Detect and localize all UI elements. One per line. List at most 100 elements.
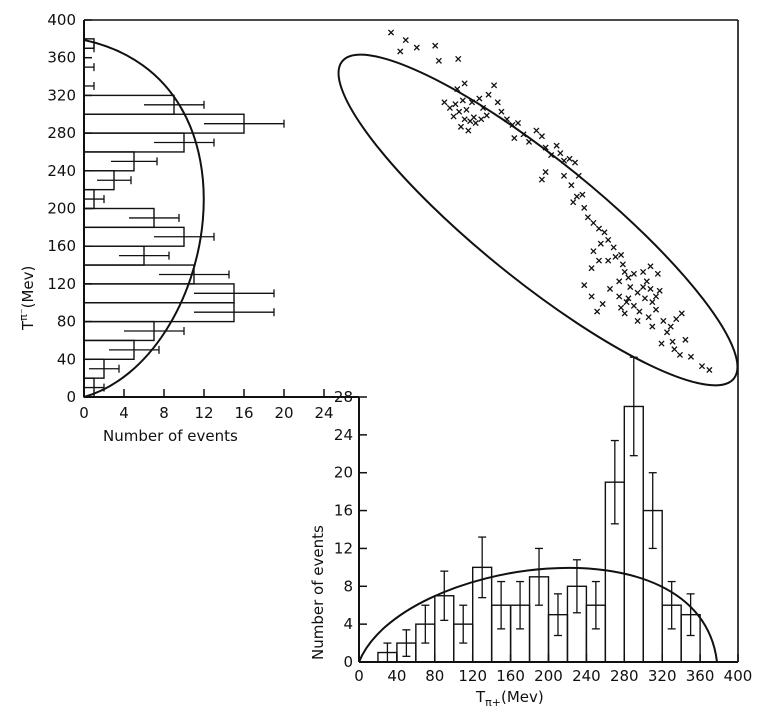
bottom-x-tick-label-240: 240 — [572, 667, 601, 685]
dalitz-point-stroke — [617, 251, 625, 259]
dalitz-point-stroke — [647, 285, 654, 292]
dalitz-point-stroke — [588, 265, 595, 272]
dalitz-point — [601, 229, 608, 236]
bottom-x-tick-label-80: 80 — [425, 667, 444, 685]
dalitz-point-stroke — [465, 127, 472, 134]
dalitz-point-stroke — [566, 155, 573, 162]
bottom-x-tick-label-120: 120 — [458, 667, 487, 685]
dalitz-point — [595, 225, 603, 232]
bottom-x-tick-label-0: 0 — [354, 667, 364, 685]
dalitz-point — [649, 323, 656, 330]
dalitz-point — [660, 317, 667, 325]
dalitz-point-stroke — [634, 317, 641, 325]
dalitz-point-stroke — [456, 108, 463, 115]
bottom-hist-x-title: Tπ+(Mev) — [475, 688, 544, 709]
dalitz-point — [595, 257, 603, 264]
dalitz-point — [485, 91, 492, 98]
dalitz-point — [667, 323, 674, 330]
dalitz-point-stroke — [538, 176, 545, 183]
bottom-hist-x-title-main: T — [475, 688, 486, 706]
dalitz-point-stroke — [491, 82, 498, 89]
dalitz-point-stroke — [590, 219, 597, 226]
dalitz-point — [643, 278, 650, 285]
dalitz-point-stroke — [698, 363, 706, 370]
dalitz-point-stroke — [649, 323, 656, 330]
dalitz-point — [575, 172, 582, 179]
dalitz-point-stroke — [463, 106, 470, 113]
dalitz-point — [616, 293, 623, 300]
dalitz-point-stroke — [623, 299, 630, 306]
dalitz-point-stroke — [660, 317, 667, 325]
dalitz-point — [594, 308, 601, 315]
dalitz-point-stroke — [575, 172, 582, 179]
dalitz-point — [676, 351, 683, 358]
dalitz-point-stroke — [560, 157, 568, 164]
dalitz-point — [525, 138, 533, 145]
dalitz-point-stroke — [441, 99, 448, 106]
left-hist-y-title-units: (Mev) — [19, 266, 37, 309]
dalitz-point — [663, 329, 671, 336]
bottom-y-tick-label-0: 0 — [343, 653, 353, 671]
bottom-hist-phase-curve — [358, 566, 718, 663]
dalitz-point — [606, 285, 614, 292]
dalitz-point — [387, 29, 395, 36]
left-x-tick-label-20: 20 — [274, 404, 293, 422]
bottom-hist-x-title-units: (Mev) — [501, 688, 544, 706]
dalitz-point-stroke — [590, 248, 597, 255]
left-hist-bar — [83, 38, 95, 49]
dalitz-point-stroke — [472, 119, 479, 127]
dalitz-point — [630, 302, 637, 309]
dalitz-point-stroke — [595, 257, 603, 264]
dalitz-point — [590, 219, 597, 226]
dalitz-point — [542, 144, 549, 151]
bottom-y-tick-label-8: 8 — [343, 577, 353, 595]
dalitz-point — [455, 55, 462, 62]
left-hist-y-ticks: 0 40 80 120 160 200 240 280 320 360 400 — [47, 11, 92, 406]
dalitz-point-stroke — [654, 270, 661, 277]
dalitz-point — [461, 80, 468, 87]
left-hist-y-title-main: T — [19, 320, 37, 331]
dalitz-point-stroke — [652, 293, 660, 300]
bottom-hist-x-ticks: 0 40 80 120 160 200 240 280 320 360 400 — [354, 654, 752, 685]
left-hist-y-title-super: π⁻ — [17, 308, 30, 321]
dalitz-point-stroke — [581, 204, 588, 211]
dalitz-point-stroke — [557, 150, 564, 157]
bottom-x-tick-label-200: 200 — [534, 667, 563, 685]
dalitz-point-stroke — [630, 270, 637, 277]
dalitz-point — [463, 106, 470, 113]
dalitz-point-stroke — [634, 289, 641, 296]
dalitz-point — [479, 104, 487, 111]
y-tick-label-200: 200 — [47, 200, 76, 218]
bottom-hist-y-title: Number of events — [309, 525, 327, 660]
dalitz-point-stroke — [597, 240, 604, 247]
bottom-x-tick-label-40: 40 — [387, 667, 406, 685]
dalitz-point-stroke — [459, 97, 466, 104]
y-tick-label-160: 160 — [47, 237, 76, 255]
dalitz-point-stroke — [595, 225, 603, 232]
dalitz-point-stroke — [625, 295, 632, 302]
dalitz-point-stroke — [455, 55, 462, 62]
dalitz-point — [450, 113, 457, 120]
dalitz-point-stroke — [470, 114, 477, 121]
y-tick-label-400: 400 — [47, 11, 76, 29]
dalitz-point-stroke — [671, 346, 678, 353]
dalitz-point — [435, 57, 442, 64]
dalitz-point-stroke — [498, 108, 505, 115]
dalitz-point — [612, 253, 619, 260]
dalitz-point — [472, 119, 479, 127]
dalitz-point-stroke — [553, 142, 560, 149]
dalitz-point — [509, 121, 516, 128]
dalitz-point — [698, 363, 706, 370]
dalitz-point-stroke — [658, 340, 665, 347]
dalitz-point-stroke — [601, 229, 608, 236]
dalitz-point — [494, 99, 501, 106]
dalitz-point — [514, 119, 522, 127]
dalitz-point-stroke — [647, 263, 654, 270]
dalitz-point — [441, 99, 448, 106]
bottom-y-tick-label-16: 16 — [334, 502, 353, 520]
dalitz-point — [538, 133, 545, 140]
dalitz-point — [625, 274, 632, 281]
dalitz-point-stroke — [503, 116, 511, 123]
dalitz-point-stroke — [641, 295, 649, 302]
dalitz-point — [476, 95, 483, 102]
